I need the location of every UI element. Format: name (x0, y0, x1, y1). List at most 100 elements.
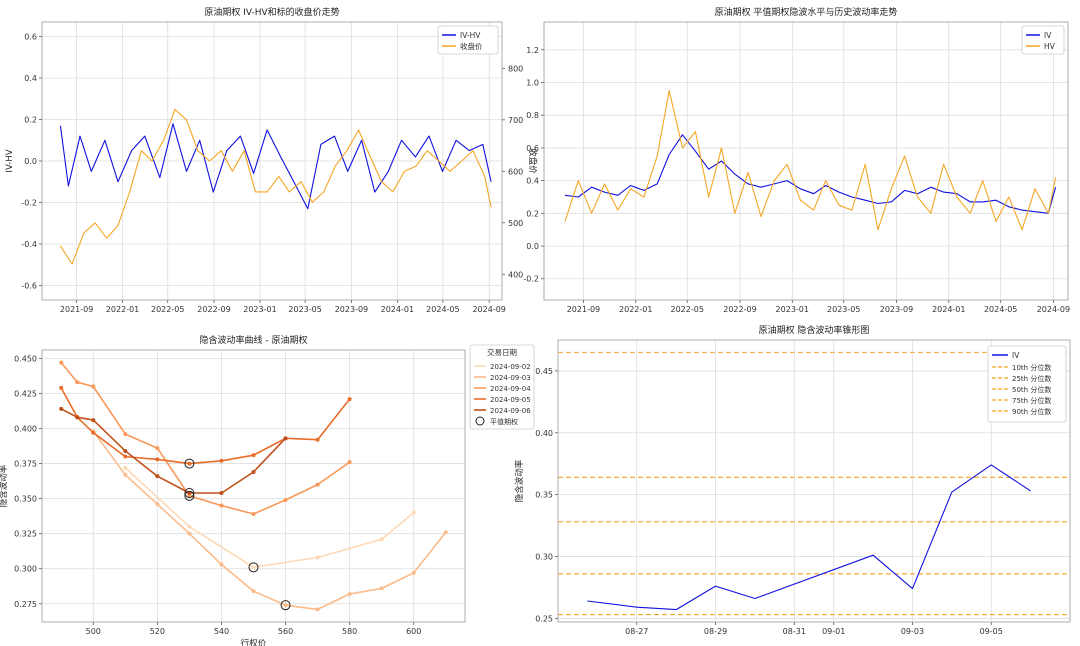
legend-label: IV (1044, 31, 1052, 40)
data-point (75, 415, 80, 420)
legend-label: 2024-09-04 (490, 385, 531, 393)
plot-border (557, 339, 1071, 623)
series-line-2 (59, 108, 492, 265)
y-axis-label: 隐含波动率 (514, 459, 525, 502)
x-tick-label: 2022-01 (619, 305, 652, 314)
series-line-2 (92, 430, 447, 611)
x-tick-label: 2023-09 (335, 305, 368, 314)
plot-area (558, 340, 1070, 622)
y-tick-label: 0.0 (24, 157, 37, 166)
legend-label: 2024-09-05 (490, 396, 531, 404)
data-point (379, 537, 384, 542)
data-point (283, 498, 288, 503)
data-point (155, 457, 160, 462)
legend-label: 2024-09-06 (490, 407, 531, 415)
legend-box (987, 345, 1067, 423)
y2-tick-label: 700 (508, 116, 523, 125)
chart-title: 原油期权 隐含波动率锥形图 (759, 324, 870, 336)
plot-border (543, 21, 1069, 301)
y-tick-label: 0.400 (14, 425, 37, 434)
data-point (219, 503, 224, 508)
legend-label: 50th 分位数 (1012, 385, 1051, 394)
y-tick-label: 1.2 (526, 46, 539, 55)
data-point (251, 469, 256, 474)
legend-atm-swatch (475, 416, 485, 426)
y-tick-label: 0.350 (14, 495, 37, 504)
legend-label: 10th 分位数 (1012, 363, 1051, 372)
legend-label: IV-HV (460, 31, 481, 40)
x-tick-label: 2024-01 (381, 305, 414, 314)
y-tick-label: -0.2 (523, 275, 539, 284)
data-point (187, 493, 192, 498)
data-point (315, 555, 320, 560)
y-axis-label: IV-HV (5, 149, 15, 172)
y-tick-label: 0.8 (526, 111, 539, 120)
data-point (379, 586, 384, 591)
y-tick-label: -0.2 (21, 198, 37, 207)
series-line-1 (124, 467, 415, 569)
series-line-1 (587, 464, 1031, 611)
y-tick-label: 0.30 (535, 552, 553, 561)
legend-label: 75th 分位数 (1012, 396, 1051, 405)
chart-panel-3: 500 520 540 560 580 600 0.275 0.300 0.325 0.350 0.… (0, 334, 535, 646)
y-tick-label: 0.425 (14, 389, 37, 398)
y-axis-label: 隐含波动率 (0, 464, 9, 507)
x-tick-label: 2022-05 (671, 305, 704, 314)
data-point (59, 385, 64, 390)
data-point (219, 491, 224, 496)
y-tick-label: 0.0 (526, 242, 539, 251)
series-line-1 (59, 123, 492, 210)
legend-label: 25th 分位数 (1012, 374, 1051, 383)
data-point (251, 565, 256, 570)
chart-title: 原油期权 IV-HV和标的收盘价走势 (204, 6, 339, 18)
x-tick-label: 2024-05 (426, 305, 459, 314)
atm-marker (280, 600, 291, 611)
data-point (187, 531, 192, 536)
data-point (75, 380, 80, 385)
data-point (251, 453, 256, 458)
x-tick-label: 09-03 (901, 627, 924, 636)
data-point (123, 454, 128, 459)
series-line-1 (564, 134, 1057, 214)
data-point (187, 491, 192, 496)
legend-label: 平值期权 (490, 417, 518, 426)
data-point (155, 474, 160, 479)
x-tick-label: 2022-05 (151, 305, 184, 314)
legend-label: 2024-09-02 (490, 363, 531, 371)
data-point (443, 530, 448, 535)
legend: 交易日期 2024-09-02 2024-09-03 2024-09-04 2024-0… (469, 344, 535, 430)
data-point (155, 446, 160, 451)
y-tick-label: 0.6 (24, 33, 37, 42)
x-tick-label: 2024-09 (1037, 305, 1070, 314)
y2-tick-label: 500 (508, 219, 523, 228)
y2-tick-label: 600 (508, 167, 523, 176)
x-tick-label: 2023-01 (243, 305, 276, 314)
x-tick-label: 2021-09 (567, 305, 600, 314)
data-point (347, 460, 352, 465)
chart-title: 原油期权 平值期权隐波水平与历史波动率走势 (715, 6, 898, 18)
plot-border (41, 21, 503, 301)
y-tick-label: 0.325 (14, 530, 37, 539)
y-tick-label: 0.275 (14, 600, 37, 609)
data-point (123, 472, 128, 477)
data-point (187, 524, 192, 529)
x-tick-label: 2024-01 (932, 305, 965, 314)
x-tick-label: 2024-09 (472, 305, 505, 314)
data-point (91, 418, 96, 423)
legend-label: IV (1012, 351, 1020, 360)
x-tick-label: 500 (86, 627, 101, 636)
legend-box (437, 25, 499, 55)
data-point (315, 482, 320, 487)
data-point (315, 607, 320, 612)
chart-title: 隐含波动率曲线 - 原油期权 (200, 334, 308, 346)
data-point (219, 562, 224, 567)
data-point (91, 430, 96, 435)
y-tick-label: 0.45 (535, 367, 553, 376)
legend-label: HV (1044, 42, 1056, 51)
series-line-2 (564, 90, 1057, 231)
data-point (347, 397, 352, 402)
y2-tick-label: 400 (508, 270, 523, 279)
data-point (219, 458, 224, 463)
